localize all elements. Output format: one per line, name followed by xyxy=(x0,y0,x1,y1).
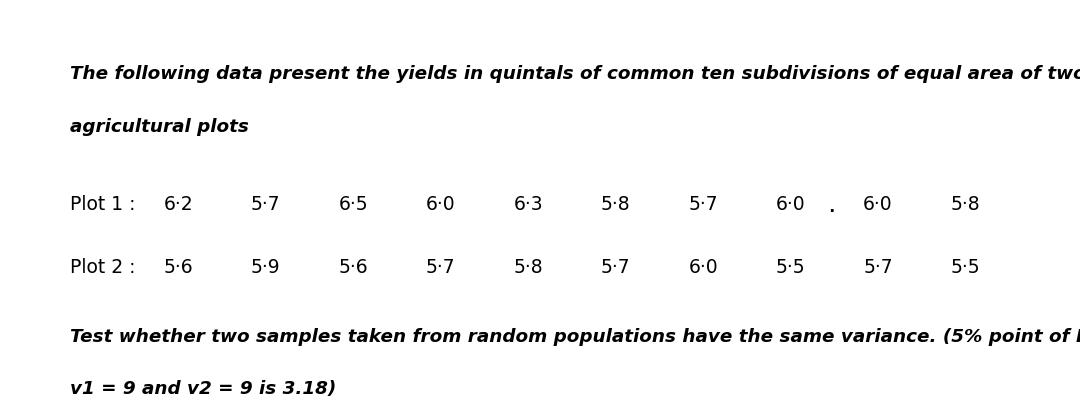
Text: 5·7: 5·7 xyxy=(251,195,281,214)
Text: 5·6: 5·6 xyxy=(163,258,193,277)
Text: 5·8: 5·8 xyxy=(950,195,981,214)
Text: ·: · xyxy=(827,200,836,226)
Text: Plot 2 :: Plot 2 : xyxy=(70,258,136,277)
Text: 5·9: 5·9 xyxy=(251,258,281,277)
Text: 5·7: 5·7 xyxy=(426,258,456,277)
Text: 5·8: 5·8 xyxy=(513,258,543,277)
Text: 5·7: 5·7 xyxy=(863,258,893,277)
Text: 6·5: 6·5 xyxy=(338,195,368,214)
Text: 5·7: 5·7 xyxy=(688,195,718,214)
Text: 6·2: 6·2 xyxy=(163,195,193,214)
Text: v1 = 9 and v2 = 9 is 3.18): v1 = 9 and v2 = 9 is 3.18) xyxy=(70,380,337,398)
Text: 6·0: 6·0 xyxy=(775,195,806,214)
Text: 6·0: 6·0 xyxy=(688,258,718,277)
Text: 6·0: 6·0 xyxy=(863,195,893,214)
Text: 5·5: 5·5 xyxy=(775,258,806,277)
Text: The following data present the yields in quintals of common ten subdivisions of : The following data present the yields in… xyxy=(70,65,1080,83)
Text: agricultural plots: agricultural plots xyxy=(70,118,249,136)
Text: 5·5: 5·5 xyxy=(950,258,981,277)
Text: Test whether two samples taken from random populations have the same variance. (: Test whether two samples taken from rand… xyxy=(70,328,1080,346)
Text: 5·8: 5·8 xyxy=(600,195,631,214)
Text: 5·7: 5·7 xyxy=(600,258,631,277)
Text: 6·3: 6·3 xyxy=(513,195,543,214)
Text: Plot 1 :: Plot 1 : xyxy=(70,195,136,214)
Text: 5·6: 5·6 xyxy=(338,258,368,277)
Text: 6·0: 6·0 xyxy=(426,195,456,214)
